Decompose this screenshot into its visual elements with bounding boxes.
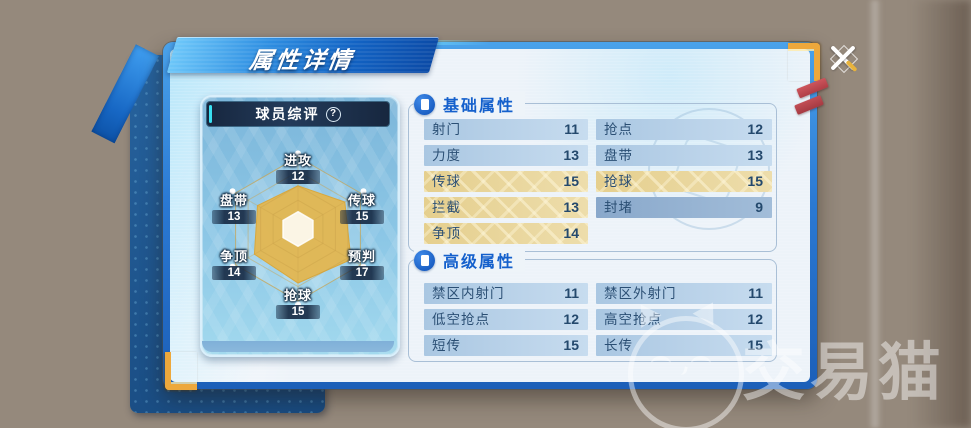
attribute-value: 11 (564, 285, 579, 301)
section-frame-advanced (408, 259, 777, 362)
close-button[interactable] (822, 37, 864, 79)
radar-label: 盘带 13 (199, 190, 269, 224)
section-frame-basic (408, 103, 777, 252)
advanced-attributes-grid: 禁区内射门 11 禁区外射门 11 低空抢点 12 高空抢点 12 短传 15 长传 15 (424, 283, 772, 356)
attribute-row: 拦截 13 (424, 197, 588, 218)
player-rating-card-footer (202, 341, 394, 352)
attribute-label: 盘带 (604, 148, 633, 163)
basic-attributes-grid: 射门 11 抢点 12 力度 13 盘带 13 传球 15 抢球 15 拦截 13 封堵 9 争顶 14 (424, 119, 772, 244)
attribute-label: 抢球 (604, 174, 633, 189)
player-rating-title: 球员综评 (255, 106, 320, 122)
radar-label: 进攻 12 (263, 150, 333, 184)
attribute-value: 12 (747, 121, 763, 137)
attribute-row: 禁区内射门 11 (424, 283, 588, 304)
attribute-row: 射门 11 (424, 119, 588, 140)
player-rating-header: 球员综评 ? (206, 101, 390, 127)
radar-stat-name: 盘带 (219, 193, 248, 208)
attribute-value: 9 (755, 199, 763, 215)
attribute-value: 15 (563, 337, 579, 353)
section-header-basic: 基础属性 (414, 92, 526, 116)
attribute-label: 传球 (432, 174, 461, 189)
football-watermark-circle (648, 108, 770, 230)
radar-stat-name: 传球 (347, 193, 376, 208)
attribute-row: 低空抢点 12 (424, 309, 588, 330)
attribute-value: 14 (563, 225, 579, 241)
attribute-row: 盘带 13 (596, 145, 772, 166)
radar-stat-value: 17 (340, 266, 384, 280)
attribute-label: 高空抢点 (604, 312, 662, 327)
section-title-advanced: 高级属性 (443, 254, 516, 271)
attribute-label: 射门 (432, 122, 461, 137)
attribute-value: 11 (748, 285, 763, 301)
attribute-label: 争顶 (432, 226, 461, 241)
panel-title-banner: 属性详情 (166, 37, 440, 73)
header-accent-bar (209, 105, 212, 123)
attribute-value: 15 (747, 337, 763, 353)
attribute-row: 争顶 14 (424, 223, 588, 244)
radar-stat-value: 14 (212, 266, 256, 280)
attribute-value: 13 (563, 199, 579, 215)
attribute-row: 传球 15 (424, 171, 588, 192)
attribute-label: 拦截 (432, 200, 461, 215)
attribute-label: 禁区外射门 (604, 286, 677, 301)
attribute-value: 12 (563, 311, 579, 327)
attribute-row: 封堵 9 (596, 197, 772, 218)
attribute-value: 12 (747, 311, 763, 327)
clipboard-icon (414, 93, 435, 115)
attribute-value: 15 (563, 173, 579, 189)
gold-corner-bottom-left-icon (165, 352, 197, 390)
attribute-label: 禁区内射门 (432, 286, 505, 301)
radar-stat-value: 15 (276, 305, 320, 319)
attribute-row: 高空抢点 12 (596, 309, 772, 330)
section-title-basic: 基础属性 (443, 98, 516, 115)
radar-label: 争顶 14 (199, 246, 269, 280)
radar-stat-name: 预判 (347, 249, 376, 264)
attribute-label: 短传 (432, 338, 461, 353)
radar-chart (229, 150, 367, 308)
radar-label: 预判 17 (327, 246, 397, 280)
attribute-label: 长传 (604, 338, 633, 353)
attribute-label: 力度 (432, 148, 461, 163)
gold-corner-top-right-icon (788, 43, 820, 81)
section-header-advanced: 高级属性 (414, 248, 526, 272)
attribute-value: 11 (564, 121, 579, 137)
attribute-row: 长传 15 (596, 335, 772, 356)
attribute-label: 抢点 (604, 122, 633, 137)
help-icon[interactable]: ? (325, 106, 341, 122)
attribute-value: 13 (747, 147, 763, 163)
clipboard-icon (414, 249, 435, 271)
attribute-row: 禁区外射门 11 (596, 283, 772, 304)
attribute-value: 13 (563, 147, 579, 163)
radar-stat-value: 13 (212, 210, 256, 224)
attribute-label: 封堵 (604, 200, 633, 215)
background-light-strip (868, 0, 882, 428)
page-title: 属性详情 (247, 47, 356, 73)
radar-stat-value: 12 (276, 170, 320, 184)
radar-label: 抢球 15 (263, 285, 333, 319)
attribute-row: 短传 15 (424, 335, 588, 356)
background-shade (911, 0, 971, 428)
radar-label: 传球 15 (327, 190, 397, 224)
attribute-label: 低空抢点 (432, 312, 490, 327)
attribute-row: 力度 13 (424, 145, 588, 166)
radar-stat-name: 争顶 (219, 249, 248, 264)
radar-stat-value: 15 (340, 210, 384, 224)
radar-stat-name: 抢球 (283, 288, 312, 303)
attribute-row: 抢点 12 (596, 119, 772, 140)
attribute-value: 15 (747, 173, 763, 189)
attribute-row: 抢球 15 (596, 171, 772, 192)
radar-stat-name: 进攻 (283, 153, 312, 168)
